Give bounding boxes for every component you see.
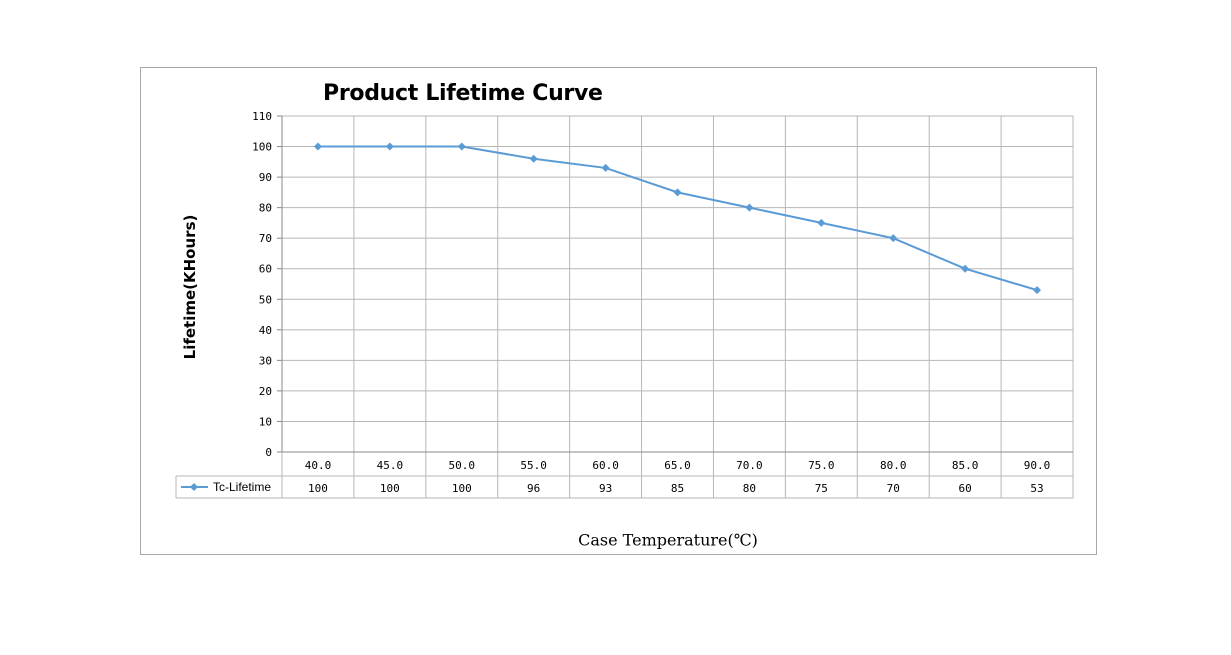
table-value: 96 [527, 482, 540, 495]
table-value: 75 [815, 482, 828, 495]
x-tick-label: 75.0 [808, 459, 835, 472]
table-value: 85 [671, 482, 684, 495]
x-tick-label: 40.0 [305, 459, 332, 472]
data-point [457, 142, 466, 151]
data-point [673, 188, 682, 197]
data-point [1033, 286, 1042, 295]
x-tick-label: 70.0 [736, 459, 763, 472]
chart-title: Product Lifetime Curve [323, 81, 603, 106]
x-tick-label: 85.0 [952, 459, 979, 472]
x-tick-label: 45.0 [377, 459, 404, 472]
x-axis-label: Case Temperature(℃) [578, 530, 758, 550]
y-tick-label: 30 [259, 354, 272, 367]
table-value: 80 [743, 482, 756, 495]
y-tick-label: 80 [259, 202, 272, 215]
data-point [313, 142, 322, 151]
x-tick-label: 65.0 [664, 459, 691, 472]
data-point [817, 218, 826, 227]
y-tick-label: 50 [259, 293, 272, 306]
table-value: 60 [959, 482, 972, 495]
table-value: 53 [1030, 482, 1043, 495]
y-tick-label: 90 [259, 171, 272, 184]
x-tick-label: 60.0 [592, 459, 619, 472]
x-tick-label: 80.0 [880, 459, 907, 472]
table-value: 70 [887, 482, 900, 495]
data-point [385, 142, 394, 151]
data-point [529, 154, 538, 163]
y-tick-label: 60 [259, 263, 272, 276]
table-value: 100 [452, 482, 472, 495]
y-tick-label: 40 [259, 324, 272, 337]
data-point [745, 203, 754, 212]
x-tick-label: 90.0 [1024, 459, 1051, 472]
table-value: 100 [380, 482, 400, 495]
y-tick-label: 0 [265, 446, 272, 459]
x-tick-label: 50.0 [449, 459, 476, 472]
data-point [601, 163, 610, 172]
y-tick-label: 20 [259, 385, 272, 398]
y-tick-label: 10 [259, 415, 272, 428]
chart-frame [140, 67, 1097, 555]
data-point [961, 264, 970, 273]
legend-label: Tc-Lifetime [213, 480, 271, 494]
y-tick-label: 70 [259, 232, 272, 245]
y-tick-label: 110 [252, 110, 272, 123]
x-tick-label: 55.0 [520, 459, 547, 472]
data-point [889, 234, 898, 243]
legend-marker [190, 483, 198, 491]
table-value: 93 [599, 482, 612, 495]
y-tick-label: 100 [252, 141, 272, 154]
table-value: 100 [308, 482, 328, 495]
